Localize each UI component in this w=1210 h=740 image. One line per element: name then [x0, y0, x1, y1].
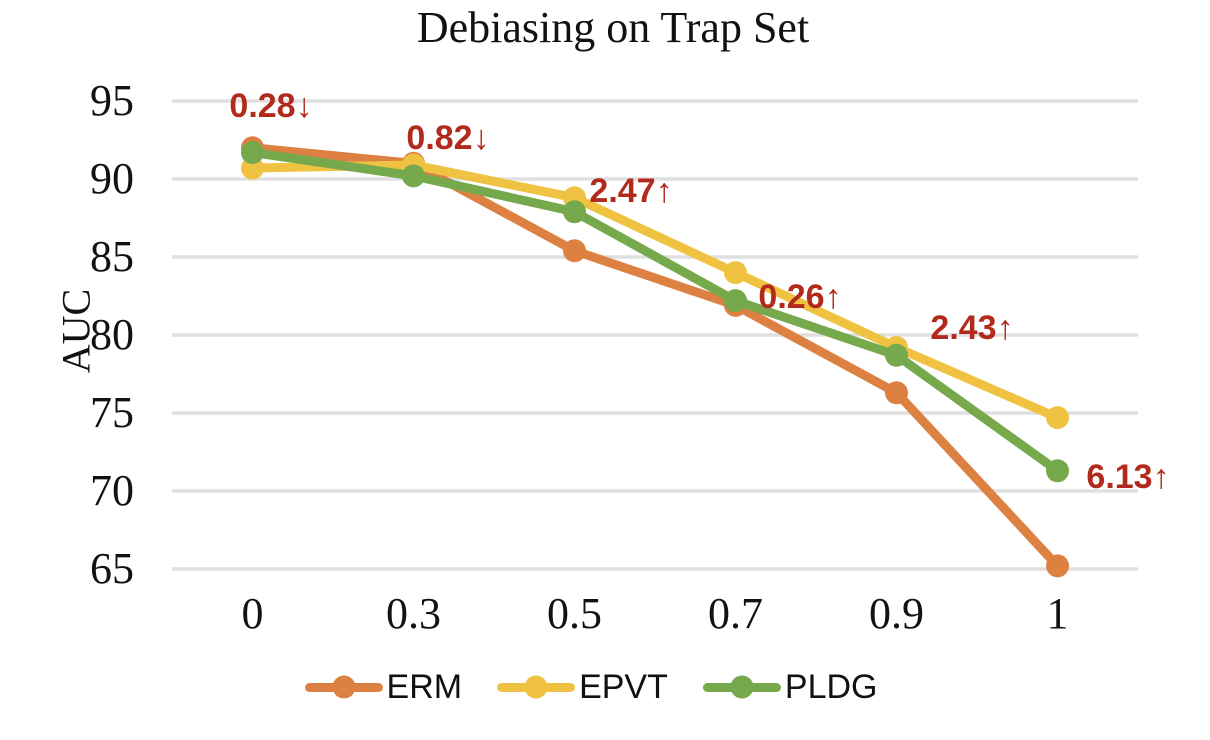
- annotation-label: 6.13↑: [1086, 458, 1170, 496]
- x-tick-label: 0.5: [547, 589, 602, 638]
- data-point-erm: [1046, 554, 1069, 578]
- series-line-epvt: [248, 160, 1062, 423]
- y-tick-label: 85: [90, 232, 134, 281]
- legend-dot-icon: [524, 675, 548, 699]
- y-tick-label: 70: [90, 466, 134, 515]
- legend-marker-pldg: [702, 675, 781, 699]
- legend-label-erm: ERM: [386, 668, 463, 706]
- y-tick-label: 90: [90, 154, 134, 203]
- annotation-label: 0.28↓: [229, 87, 313, 125]
- y-tick-label: 80: [90, 310, 134, 359]
- y-tick-label: 95: [90, 76, 134, 125]
- legend-label-epvt: EPVT: [579, 668, 668, 706]
- annotation-label: 0.26↑: [758, 278, 842, 316]
- chart-title: Debiasing on Trap Set: [416, 3, 810, 52]
- legend-item-pldg: PLDG: [702, 668, 878, 706]
- x-tick-label: 1: [1046, 589, 1069, 638]
- data-point-pldg: [241, 140, 264, 164]
- legend-dot-icon: [730, 675, 754, 699]
- data-point-erm: [563, 239, 586, 263]
- data-point-pldg: [563, 200, 586, 224]
- data-point-pldg: [402, 164, 425, 188]
- data-point-erm: [885, 381, 908, 405]
- y-tick-label: 75: [90, 388, 134, 437]
- x-tick-label: 0.9: [869, 589, 924, 638]
- x-tick-label: 0.7: [708, 589, 763, 638]
- data-point-epvt: [1046, 406, 1069, 430]
- data-point-pldg: [724, 289, 747, 313]
- data-point-pldg: [885, 343, 908, 367]
- annotation-label: 2.43↑: [930, 309, 1014, 347]
- legend-dot-icon: [332, 675, 356, 699]
- data-point-pldg: [1046, 459, 1069, 483]
- x-tick-label: 0.3: [386, 589, 441, 638]
- data-point-epvt: [724, 261, 747, 285]
- x-tick-label: 0: [241, 589, 264, 638]
- legend-label-pldg: PLDG: [784, 668, 878, 706]
- legend-marker-erm: [304, 675, 383, 699]
- series-line-pldg: [248, 147, 1062, 476]
- legend-item-epvt: EPVT: [497, 670, 668, 704]
- annotation-label: 0.82↓: [406, 119, 490, 157]
- annotation-label: 2.47↑: [589, 172, 673, 210]
- legend: ERM EPVT PLDG: [0, 670, 1182, 704]
- series-line-erm: [248, 143, 1062, 571]
- y-tick-label: 65: [90, 544, 134, 593]
- legend-marker-epvt: [497, 675, 576, 699]
- legend-item-erm: ERM: [304, 668, 463, 706]
